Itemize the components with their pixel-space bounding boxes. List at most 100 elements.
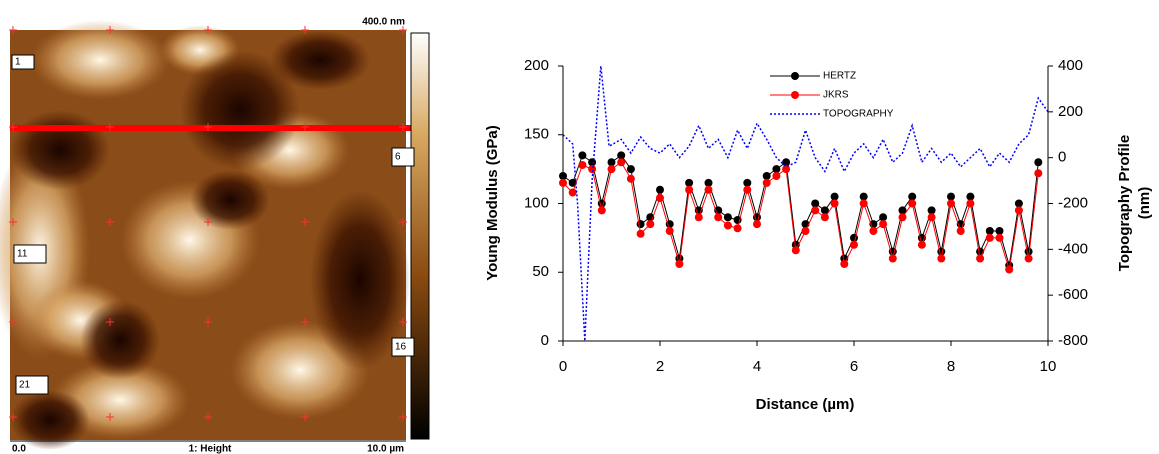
cross	[9, 318, 17, 326]
data-point	[675, 260, 684, 268]
y-axis-label: Young Modulus (GPa)	[484, 125, 501, 281]
cross	[399, 26, 407, 34]
data-point	[772, 172, 781, 180]
cross	[301, 218, 309, 226]
cross	[204, 26, 212, 34]
data-point	[733, 224, 742, 233]
cross	[9, 123, 17, 131]
y2-tick-label: -200	[1058, 194, 1088, 211]
data-point	[985, 227, 994, 235]
y2-tick-label: -400	[1058, 240, 1088, 257]
legend-marker	[791, 72, 799, 80]
y-tick-label: 200	[524, 57, 549, 74]
grid-crosses	[9, 26, 407, 421]
data-point	[656, 194, 664, 202]
data-point	[840, 260, 849, 268]
data-point	[685, 178, 694, 187]
marker-box	[391, 147, 415, 167]
data-point	[927, 206, 936, 215]
marker-label: 1	[15, 57, 21, 68]
x-tick-label: 2	[656, 358, 664, 375]
data-point	[617, 151, 626, 160]
data-point	[1034, 169, 1043, 178]
data-point	[937, 247, 946, 256]
data-point	[559, 178, 567, 187]
cross	[204, 413, 212, 421]
data-point	[908, 192, 917, 201]
color-bar	[410, 32, 430, 440]
data-point	[723, 213, 732, 222]
data-point	[947, 199, 955, 208]
cross	[399, 413, 407, 421]
data-point	[811, 199, 820, 208]
cross	[301, 318, 309, 326]
cross	[9, 26, 17, 34]
data-point	[762, 178, 771, 187]
data-point	[568, 188, 577, 197]
data-point	[976, 254, 985, 263]
data-point	[772, 165, 781, 174]
data-point	[908, 199, 917, 208]
data-point	[782, 165, 791, 174]
data-point	[704, 178, 713, 187]
data-point	[898, 206, 907, 215]
data-point	[646, 220, 655, 229]
data-point	[656, 185, 664, 194]
x-tick-label: 10	[1040, 358, 1057, 375]
y2-tick-label: -600	[1058, 286, 1088, 303]
data-point	[985, 233, 994, 242]
y-tick-label: 0	[541, 332, 549, 349]
data-point	[850, 240, 858, 249]
data-point	[850, 233, 858, 242]
data-point	[820, 206, 829, 215]
data-point	[859, 199, 868, 208]
data-point	[588, 165, 597, 174]
data-point	[723, 221, 732, 230]
marker-box	[15, 375, 49, 395]
marker-label: 21	[19, 380, 31, 391]
cross	[9, 413, 17, 421]
cross	[9, 218, 17, 226]
data-point	[888, 254, 897, 263]
data-point	[607, 165, 616, 174]
data-point	[1005, 265, 1014, 274]
cross	[301, 413, 309, 421]
x-axis-label: Distance (µm)	[756, 396, 855, 413]
cross	[204, 123, 212, 131]
data-point	[879, 213, 888, 222]
data-point	[743, 185, 752, 194]
scale-label: 400.0 nm	[362, 17, 405, 28]
cross	[204, 318, 212, 326]
data-point	[956, 227, 965, 235]
x-tick-label: 8	[947, 358, 955, 375]
y2-tick-label: 400	[1058, 57, 1083, 74]
legend-label: HERTZ	[823, 71, 856, 82]
data-point	[947, 192, 955, 201]
marker-label: 6	[395, 152, 401, 163]
data-point	[937, 254, 946, 263]
y2-tick-label: 0	[1058, 149, 1066, 166]
data-point	[791, 246, 800, 255]
data-point	[1014, 206, 1023, 215]
cross	[106, 123, 114, 131]
marker-label: 16	[395, 342, 407, 353]
cross	[301, 123, 309, 131]
data-point	[801, 227, 810, 235]
data-point	[782, 158, 791, 167]
data-point	[568, 178, 577, 187]
data-point	[626, 165, 635, 174]
cross	[106, 318, 114, 326]
legend-label: TOPOGRAPHY	[823, 109, 894, 120]
marker-box	[391, 337, 415, 357]
chart: Distance (µm) Young Modulus (GPa) Topogr…	[484, 57, 1153, 413]
y-tick-label: 50	[532, 263, 549, 280]
data-point	[966, 199, 975, 208]
cross	[399, 123, 407, 131]
data-point	[995, 233, 1004, 242]
y2-tick-label: 200	[1058, 103, 1083, 120]
data-point	[830, 199, 839, 208]
axis-end: 10.0 µm	[367, 444, 404, 454]
data-point	[917, 240, 926, 249]
x-tick-label: 0	[559, 358, 567, 375]
